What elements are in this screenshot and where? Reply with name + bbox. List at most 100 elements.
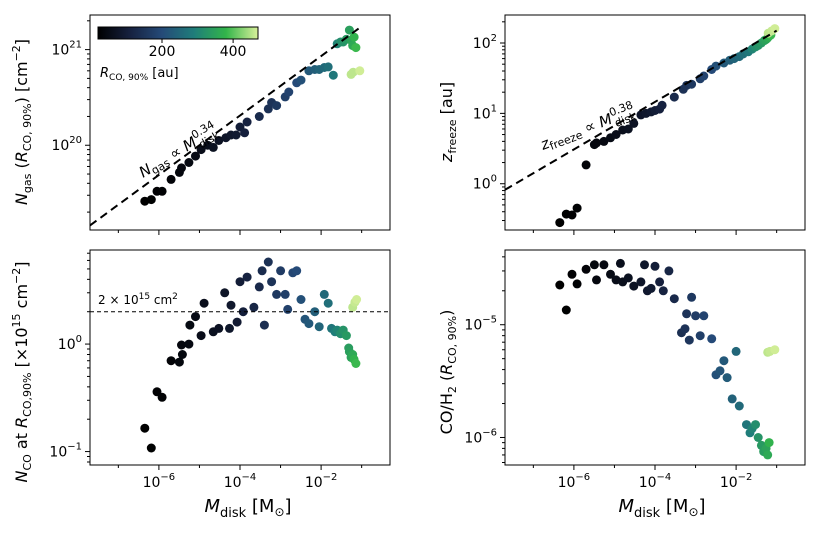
- x-tick-label: 10−4: [639, 472, 672, 491]
- data-point: [355, 66, 365, 76]
- data-point: [691, 311, 701, 321]
- data-point: [184, 158, 194, 167]
- data-point: [722, 373, 732, 383]
- data-point: [611, 130, 621, 139]
- data-point: [657, 100, 667, 110]
- data-point: [177, 340, 186, 350]
- x-axis-label: Mdisk [M⊙]: [618, 496, 705, 521]
- colorbar-tick-label: 400: [220, 44, 247, 60]
- data-point: [341, 331, 351, 341]
- data-point: [351, 359, 361, 368]
- y-tick-label: 100: [58, 334, 82, 353]
- data-point: [174, 357, 184, 367]
- data-point: [304, 319, 314, 329]
- data-point: [272, 101, 282, 111]
- data-point: [196, 331, 206, 341]
- data-point: [629, 118, 639, 128]
- x-tick-label: 10−6: [143, 472, 176, 491]
- y-tick-label: 1021: [51, 40, 82, 59]
- y-axis-label: CO/H2 (RCO, 90%): [437, 310, 459, 435]
- data-point: [352, 295, 362, 304]
- data-point: [763, 450, 773, 460]
- data-point: [267, 277, 277, 287]
- data-point: [731, 346, 741, 356]
- data-point: [687, 292, 697, 302]
- y-axis-label: NCO at RCO,90% [×1015 cm−2]: [10, 261, 34, 482]
- data-point: [589, 260, 599, 270]
- fit-line-zfreeze: [504, 29, 778, 191]
- data-point: [220, 288, 230, 298]
- data-point: [140, 423, 150, 433]
- fit-line-ngas: [89, 25, 363, 227]
- y-axis-label: zfreeze [au]: [437, 82, 459, 163]
- data-point: [214, 136, 224, 145]
- data-point: [664, 266, 674, 276]
- y-tick-label: 10−1: [49, 442, 82, 461]
- y-axis-label: Ngas (RCO, 90%) [cm−2]: [10, 39, 34, 205]
- data-point: [146, 443, 156, 453]
- y-tick-label: 101: [473, 103, 497, 122]
- data-point: [695, 331, 705, 341]
- colorbar-label: RCO, 90% [au]: [100, 66, 179, 83]
- data-point: [606, 269, 615, 279]
- data-point: [640, 260, 649, 270]
- data-point: [166, 174, 176, 184]
- data-point: [284, 87, 294, 97]
- data-point: [263, 257, 273, 267]
- y-tick-label: 10−6: [464, 427, 497, 446]
- data-point: [214, 323, 224, 333]
- data-point: [191, 312, 200, 322]
- data-point: [272, 289, 282, 299]
- data-point: [629, 281, 639, 291]
- x-tick-label: 10−6: [558, 472, 591, 491]
- data-point: [191, 151, 200, 161]
- y-tick-label: 102: [473, 33, 497, 52]
- data-point: [177, 163, 186, 173]
- data-point: [157, 186, 167, 196]
- data-point: [599, 260, 609, 270]
- y-tick-label: 100: [473, 174, 497, 193]
- data-point: [344, 25, 354, 35]
- x-tick-label: 10−4: [224, 472, 257, 491]
- data-point: [242, 272, 252, 282]
- data-point: [351, 43, 361, 53]
- data-point: [280, 289, 290, 299]
- data-point: [254, 282, 264, 292]
- data-point: [715, 366, 725, 376]
- data-point: [184, 339, 194, 349]
- data-point: [177, 350, 187, 359]
- data-point: [770, 24, 780, 34]
- data-point: [283, 304, 293, 314]
- data-point: [296, 75, 306, 85]
- panel-co-h2: 10−6 10−4 10−2 10−6 10−5 CO/H2 (RCO, 90%) Md…: [437, 249, 806, 521]
- data-point: [707, 334, 717, 344]
- data-point: [323, 298, 333, 308]
- data-point: [185, 320, 195, 330]
- data-point: [650, 261, 660, 271]
- x-tick-label: 10−2: [720, 472, 753, 491]
- data-point: [669, 294, 679, 304]
- colorbar-tick-label: 200: [149, 44, 176, 60]
- data-point: [623, 124, 633, 134]
- data-point: [296, 295, 306, 304]
- data-point: [567, 210, 577, 220]
- y-tick-label: 1020: [51, 135, 82, 154]
- data-point: [615, 258, 625, 268]
- data-point: [555, 218, 565, 228]
- data-point: [157, 392, 167, 402]
- data-point: [242, 117, 252, 127]
- data-point: [699, 311, 709, 321]
- data-point: [581, 160, 591, 170]
- data-point: [276, 266, 286, 276]
- data-point: [599, 136, 609, 146]
- x-axis-label: Mdisk [M⊙]: [204, 496, 291, 521]
- data-point: [658, 286, 668, 296]
- x-tick-label: 10−2: [305, 472, 338, 491]
- panel-nco: 10−6 10−4 10−2 10−1 100 2 × 1015 cm2 NCO at …: [10, 249, 391, 521]
- data-point: [231, 130, 241, 140]
- data-point: [636, 277, 646, 287]
- data-point: [259, 320, 269, 330]
- data-point: [238, 307, 248, 317]
- data-point: [225, 323, 234, 333]
